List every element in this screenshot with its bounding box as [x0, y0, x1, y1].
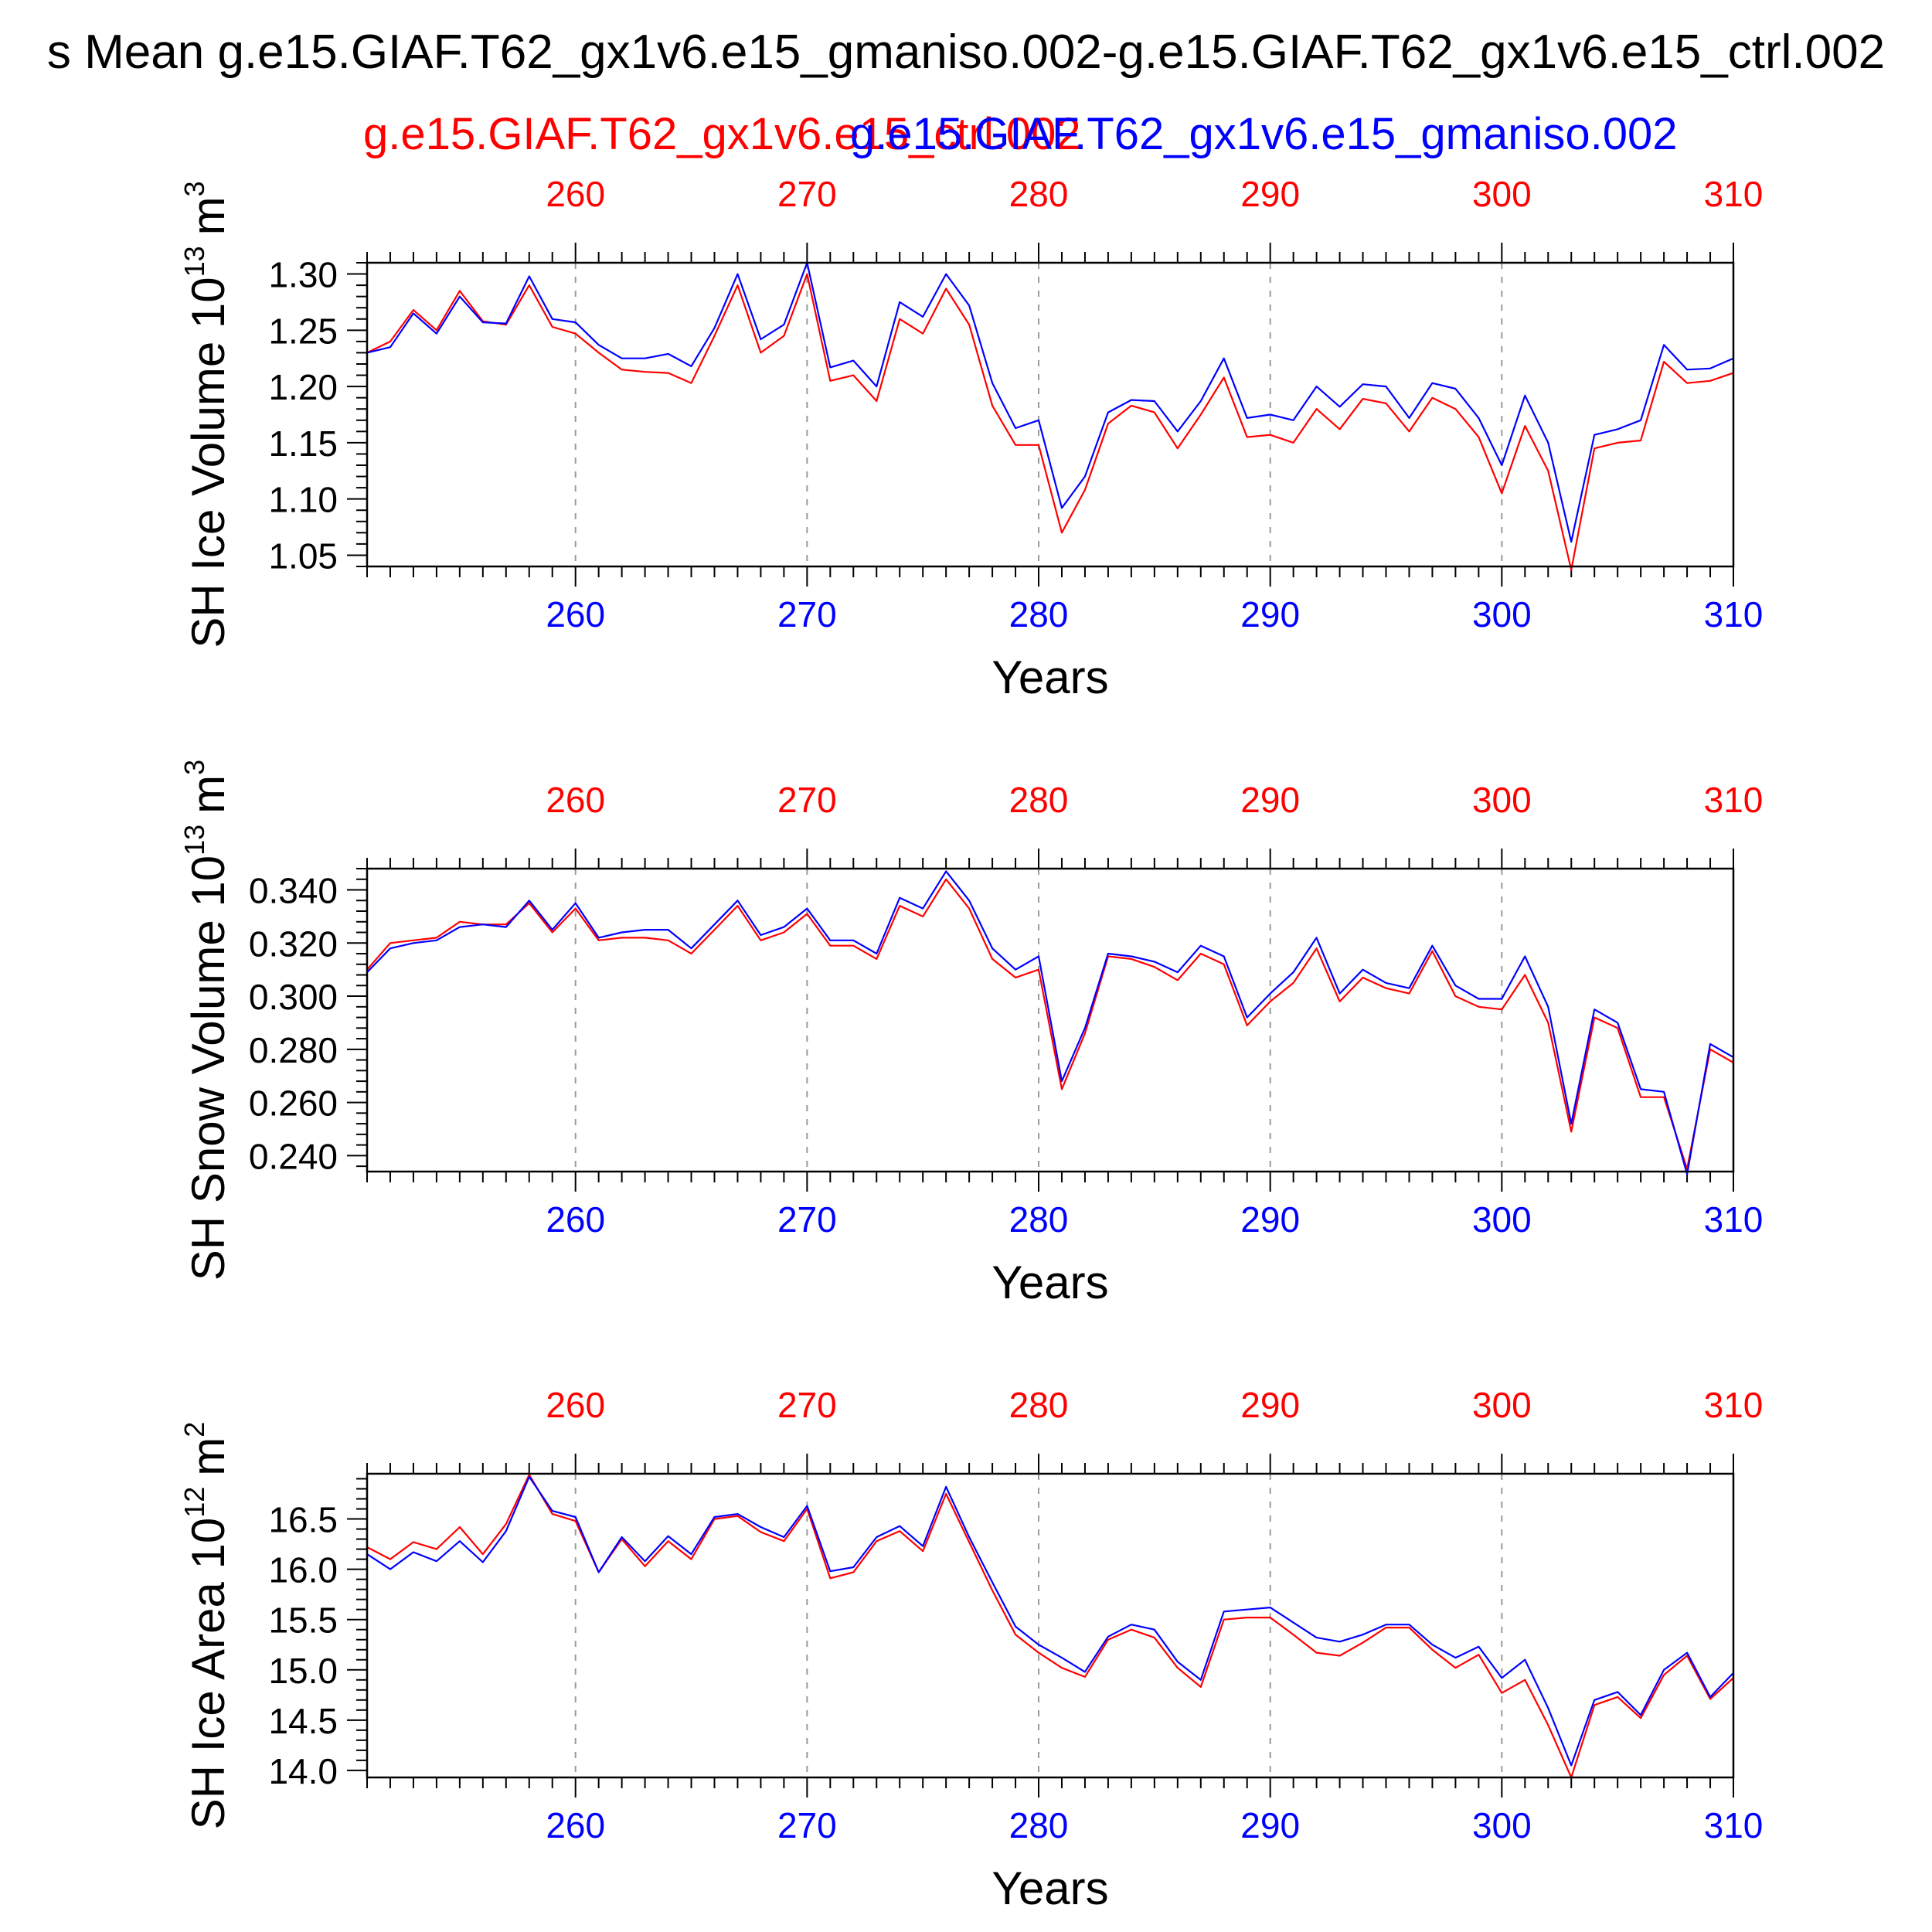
- y-axis-label-exponent: 12: [179, 1487, 210, 1518]
- series-line-ctrl: [366, 878, 1734, 1170]
- x-tick-label-top: 280: [1009, 174, 1069, 214]
- x-tick-label-bottom: 270: [777, 1805, 837, 1845]
- x-tick-label-bottom: 300: [1472, 1199, 1532, 1240]
- series-line-ctrl: [366, 273, 1734, 571]
- x-axis-label: Years: [992, 651, 1108, 703]
- x-tick-label-top: 280: [1009, 780, 1069, 820]
- x-tick-label-top: 260: [546, 174, 605, 214]
- y-tick-label: 1.30: [268, 255, 338, 295]
- y-axis-label-unit-exponent: 2: [179, 1422, 210, 1437]
- x-tick-label-bottom: 310: [1704, 594, 1764, 634]
- x-tick-label-bottom: 300: [1472, 1805, 1532, 1845]
- x-tick-label-bottom: 300: [1472, 594, 1532, 634]
- x-tick-label-bottom: 280: [1009, 1199, 1069, 1240]
- x-axis-label: Years: [992, 1862, 1108, 1914]
- series-line-gmaniso: [366, 870, 1734, 1175]
- x-tick-label-bottom: 270: [777, 594, 837, 634]
- y-axis-label-unit-exponent: 3: [179, 181, 210, 196]
- x-tick-label-top: 280: [1009, 1385, 1069, 1425]
- y-axis-label-main: SH Snow Volume 10: [182, 855, 234, 1281]
- y-axis-label-main: SH Ice Area 10: [182, 1518, 234, 1830]
- panel-ice-area: 14.0 14.5 15.0 15.5 16.0 16.5 260 260 270 270 280 2…: [179, 1385, 1763, 1914]
- x-tick-label-bottom: 260: [546, 1805, 605, 1845]
- y-axis-label-main: SH Ice Volume 10: [182, 277, 234, 648]
- series-line-gmaniso: [366, 1475, 1734, 1767]
- x-tick-label-top: 290: [1240, 174, 1300, 214]
- y-axis-label-exponent: 13: [179, 825, 210, 855]
- plot-frame: [366, 1472, 1735, 1779]
- x-tick-label-bottom: 260: [546, 594, 605, 634]
- y-tick-label: 1.20: [268, 367, 338, 407]
- x-tick-label-bottom: 310: [1704, 1805, 1764, 1845]
- x-tick-label-top: 300: [1472, 174, 1532, 214]
- legend-label-gmaniso: g.e15.GIAF.T62_gx1v6.e15_gmaniso.002: [850, 109, 1678, 159]
- series-line-gmaniso: [366, 261, 1734, 543]
- x-tick-label-top: 260: [546, 780, 605, 820]
- x-tick-label-bottom: 280: [1009, 594, 1069, 634]
- x-tick-label-top: 310: [1704, 174, 1764, 214]
- panel-ice-volume: 1.05 1.10 1.15 1.20 1.25 1.30 260 260 270 270 280 2…: [179, 174, 1763, 703]
- x-tick-label-top: 270: [777, 174, 837, 214]
- y-tick-label: 14.0: [268, 1751, 338, 1791]
- y-tick-label: 1.25: [268, 311, 338, 351]
- y-tick-label: 0.240: [249, 1136, 338, 1176]
- x-tick-label-top: 270: [777, 780, 837, 820]
- series-line-ctrl: [366, 1474, 1734, 1779]
- x-tick-label-top: 260: [546, 1385, 605, 1425]
- y-tick-label: 0.320: [249, 923, 338, 964]
- x-tick-label-top: 310: [1704, 780, 1764, 820]
- plot-frame: [366, 867, 1735, 1173]
- y-tick-label: 0.280: [249, 1030, 338, 1070]
- x-axis-label: Years: [992, 1257, 1108, 1308]
- x-tick-label-top: 270: [777, 1385, 837, 1425]
- plot-frame: [366, 261, 1735, 568]
- x-tick-label-bottom: 270: [777, 1199, 837, 1240]
- y-axis-label: SH Ice Volume 1013 m3: [179, 181, 234, 648]
- x-tick-label-top: 300: [1472, 1385, 1532, 1425]
- y-axis-label-unit-exponent: 3: [179, 760, 210, 775]
- x-tick-label-bottom: 310: [1704, 1199, 1764, 1240]
- x-tick-label-top: 290: [1240, 1385, 1300, 1425]
- y-tick-label: 14.5: [268, 1701, 338, 1741]
- y-tick-label: 1.05: [268, 536, 338, 576]
- y-axis-label-unit: m: [182, 196, 234, 235]
- panel-snow-volume: 0.240 0.260 0.280 0.300 0.320 0.340 260 260 270 2…: [179, 760, 1763, 1308]
- y-tick-label: 15.0: [268, 1651, 338, 1691]
- y-axis-label-unit: m: [182, 1437, 234, 1476]
- main-title: s Mean g.e15.GIAF.T62_gx1v6.e15_gmaniso.…: [47, 26, 1885, 79]
- y-tick-label: 15.5: [268, 1600, 338, 1641]
- x-tick-label-bottom: 290: [1240, 594, 1300, 634]
- x-tick-label-top: 310: [1704, 1385, 1764, 1425]
- y-tick-label: 0.300: [249, 977, 338, 1017]
- y-tick-label: 16.5: [268, 1500, 338, 1540]
- legend-label-ctrl: g.e15.GIAF.T62_gx1v6.e15_ctrl.002: [363, 109, 1081, 159]
- y-axis-label: SH Snow Volume 1013 m3: [179, 760, 234, 1281]
- y-tick-label: 0.340: [249, 871, 338, 911]
- y-axis-label-unit: m: [182, 775, 234, 814]
- x-tick-label-bottom: 280: [1009, 1805, 1069, 1845]
- y-tick-label: 1.15: [268, 423, 338, 464]
- y-tick-label: 16.0: [268, 1550, 338, 1590]
- x-tick-label-bottom: 260: [546, 1199, 605, 1240]
- y-tick-label: 1.10: [268, 480, 338, 520]
- x-tick-label-top: 290: [1240, 780, 1300, 820]
- y-axis-label: SH Ice Area 1012 m2: [179, 1422, 234, 1830]
- x-tick-label-bottom: 290: [1240, 1199, 1300, 1240]
- y-axis-label-exponent: 13: [179, 246, 210, 277]
- y-tick-label: 0.260: [249, 1083, 338, 1124]
- x-tick-label-top: 300: [1472, 780, 1532, 820]
- x-tick-label-bottom: 290: [1240, 1805, 1300, 1845]
